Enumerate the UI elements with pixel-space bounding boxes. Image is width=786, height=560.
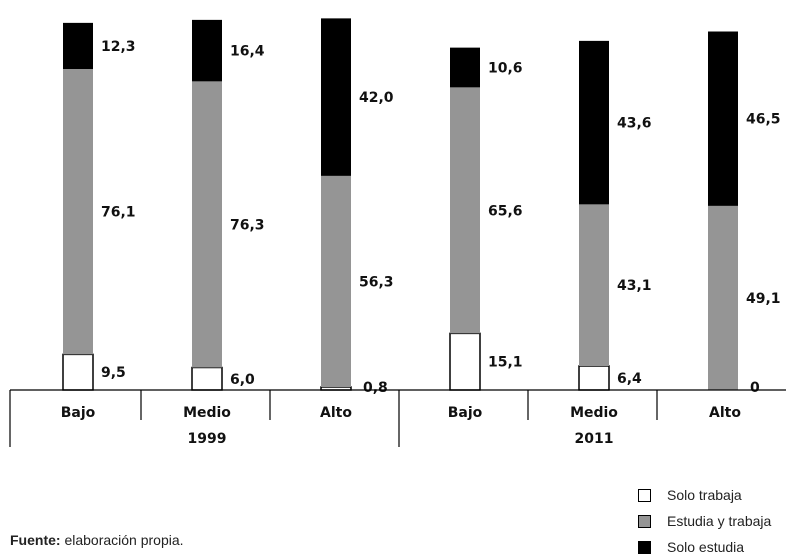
data-label-solo-estudia: 43,6 [617,116,652,132]
legend-label-solo-estudia: Solo estudia [667,539,745,555]
legend-item: Solo estudia [638,534,771,560]
bar-solo-trabaja-1999-bajo [62,353,94,391]
bar-solo-estudia-2011-medio [579,40,609,205]
legend-label-solo-trabaja: Solo trabaja [667,487,742,503]
bar-solo-estudia-1999-bajo [63,22,93,69]
bar-solo-trabaja-2011-bajo [449,332,481,391]
data-label-solo-trabaja: 6,0 [230,372,255,388]
category-label-bajo: Bajo [61,405,96,421]
category-label-alto: Alto [320,405,352,421]
data-label-estudia-y-trabaja: 76,3 [230,217,265,233]
category-label-bajo: Bajo [448,405,483,421]
bar-solo-trabaja-1999-medio [191,366,223,391]
bar-estudia-y-trabaja-2011-bajo [450,87,480,334]
data-label-solo-estudia: 42,0 [359,90,394,106]
data-label-solo-trabaja: 6,4 [617,371,642,387]
source-note: Fuente: elaboración propia. [10,532,184,548]
data-label-estudia-y-trabaja: 76,1 [101,205,136,221]
bar-solo-estudia-1999-medio [192,19,222,82]
bar-solo-estudia-2011-alto [708,31,738,206]
category-label-medio: Medio [183,405,231,421]
data-label-estudia-y-trabaja: 49,1 [746,291,781,307]
data-label-solo-trabaja: 0,8 [363,380,388,396]
data-label-solo-trabaja: 15,1 [488,355,523,371]
data-label-estudia-y-trabaja: 56,3 [359,274,394,290]
bar-solo-estudia-2011-bajo [450,47,480,88]
group-label-1999: 1999 [188,431,227,447]
bar-solo-trabaja-2011-medio [578,365,610,391]
legend-swatch-estudia-y-trabaja [638,514,651,528]
data-label-estudia-y-trabaja: 65,6 [488,203,523,219]
category-label-alto: Alto [709,405,741,421]
source-text: elaboración propia. [60,532,184,548]
legend-swatch-solo-estudia [638,540,651,554]
legend-item: Solo trabaja [638,482,771,508]
source-label: Fuente: [10,532,61,548]
legend-label-estudia-y-trabaja: Estudia y trabaja [667,513,772,529]
bar-estudia-y-trabaja-1999-alto [321,175,351,387]
legend-item: Estudia y trabaja [638,508,771,534]
legend-swatch-solo-trabaja [638,488,651,502]
data-label-solo-estudia: 16,4 [230,44,265,60]
category-label-medio: Medio [570,405,618,421]
data-label-solo-trabaja: 0 [750,380,760,396]
data-label-solo-estudia: 12,3 [101,39,136,55]
data-label-solo-trabaja: 9,5 [101,365,126,381]
data-label-estudia-y-trabaja: 43,1 [617,278,652,294]
bar-solo-estudia-1999-alto [321,18,351,176]
bar-estudia-y-trabaja-1999-medio [192,81,222,368]
group-label-2011: 2011 [575,431,614,447]
bar-estudia-y-trabaja-2011-alto [708,205,738,390]
bar-estudia-y-trabaja-2011-medio [579,204,609,366]
data-label-solo-estudia: 10,6 [488,61,523,77]
bar-estudia-y-trabaja-1999-bajo [63,69,93,355]
legend: Solo trabaja Estudia y trabaja Solo estu… [638,482,771,560]
data-label-solo-estudia: 46,5 [746,112,781,128]
